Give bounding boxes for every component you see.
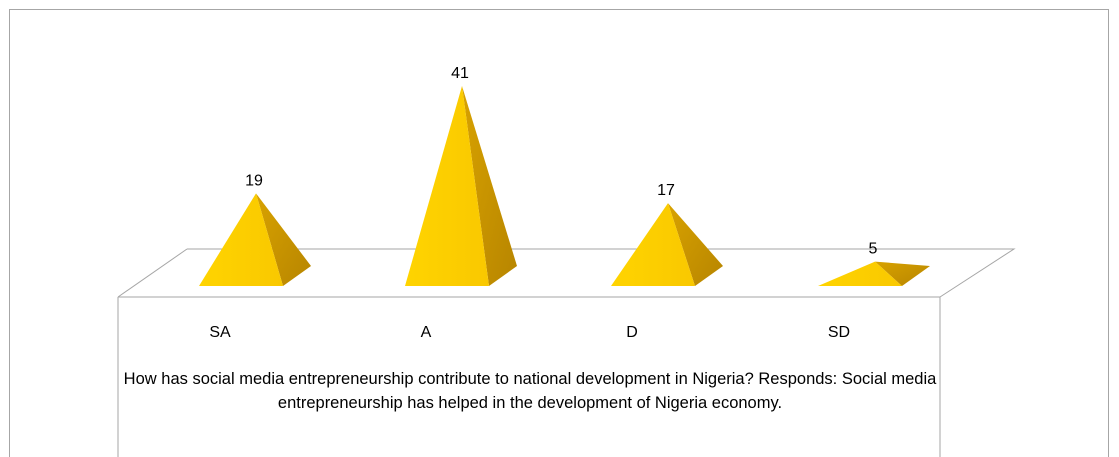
pyramid-front-d xyxy=(611,203,695,286)
value-label-d: 17 xyxy=(657,182,675,199)
pyramid-front-sd xyxy=(818,261,902,286)
floor-left-edge xyxy=(117,248,188,298)
pyramid-side-d xyxy=(668,203,723,286)
value-label-sd: 5 xyxy=(869,241,878,258)
category-label-a: A xyxy=(421,324,432,341)
value-label-group: 19 41 17 5 xyxy=(245,65,877,258)
chart-frame xyxy=(9,9,1109,457)
pyramid-front-sa xyxy=(199,193,283,286)
pyramid-side-a xyxy=(462,86,517,286)
category-label-d: D xyxy=(626,324,638,341)
category-label-sd: SD xyxy=(828,324,850,341)
pyramid-side-sa xyxy=(256,193,311,286)
value-label-a: 41 xyxy=(451,65,469,82)
chart-caption: How has social media entrepreneurship co… xyxy=(123,370,937,412)
pyramid-front-a xyxy=(405,86,489,286)
pyramid-side-sd xyxy=(875,261,930,286)
category-label-group: SA A D SD xyxy=(209,324,850,341)
pyramid-series xyxy=(199,86,930,286)
category-label-sa: SA xyxy=(209,324,231,341)
value-label-sa: 19 xyxy=(245,172,263,189)
